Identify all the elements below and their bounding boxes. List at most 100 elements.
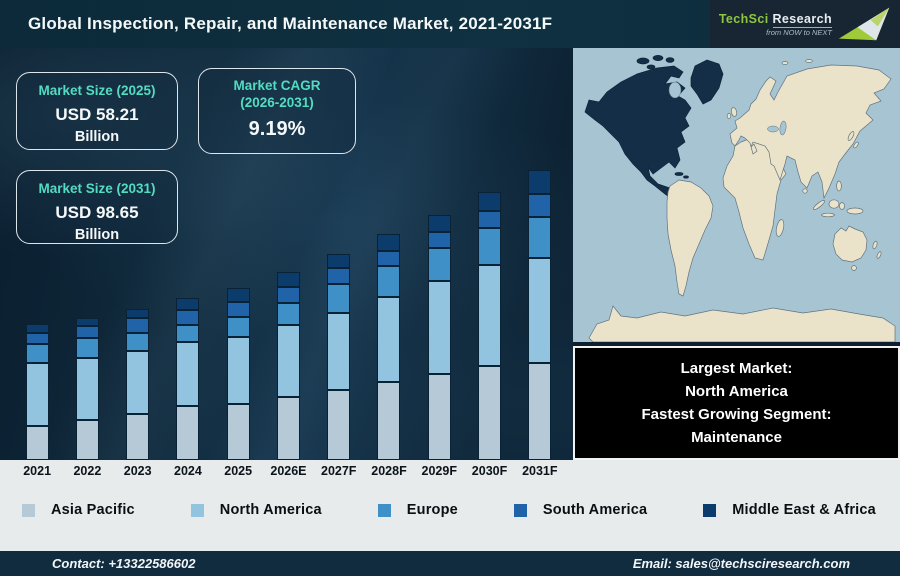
x-tick-2030f: 2030F	[471, 464, 508, 478]
bar-segment-asia-pacific	[478, 366, 502, 460]
legend-item-south-america: South America	[513, 502, 647, 518]
main-content: Market Size (2025) USD 58.21 Billion Mar…	[0, 48, 900, 460]
bar-segment-europe	[478, 228, 502, 265]
badge-market-cagr: Market CAGR (2026-2031) 9.19%	[198, 68, 356, 154]
bar-segment-europe	[327, 284, 351, 313]
bar-2030f	[464, 192, 514, 460]
highlight-line: Largest Market:	[680, 360, 793, 377]
x-tick-2022: 2022	[73, 464, 102, 478]
bar-segment-north-america	[427, 281, 451, 374]
map-island	[674, 172, 684, 176]
legend-swatch-middle-east-africa	[703, 503, 717, 517]
legend-swatch-europe	[377, 503, 391, 517]
bar-segment-asia-pacific	[226, 404, 250, 460]
map-island	[805, 59, 813, 63]
bar-segment-north-america	[528, 258, 552, 363]
market-highlight-box: Largest Market: North America Fastest Gr…	[573, 346, 900, 460]
bar-segment-middle-east-africa	[25, 324, 49, 333]
badge-value: USD 98.65	[55, 202, 139, 222]
chart-legend: Asia Pacific North America Europe South Ame…	[0, 484, 900, 518]
bar-segment-north-america	[377, 297, 401, 382]
badge-label: Market Size (2025)	[38, 83, 156, 98]
bar-segment-middle-east-africa	[478, 192, 502, 211]
world-map-svg	[573, 48, 900, 342]
x-tick-2027f: 2027F	[321, 464, 357, 478]
bar-segment-north-america	[25, 363, 49, 426]
bar-segment-asia-pacific	[327, 390, 351, 460]
bar-segment-europe	[427, 248, 451, 281]
map-sumatra	[812, 200, 826, 210]
bar-segment-middle-east-africa	[327, 254, 351, 268]
bar-2022	[62, 318, 112, 460]
map-new-zealand	[872, 240, 878, 250]
chart-panel: Market Size (2025) USD 58.21 Billion Mar…	[0, 48, 573, 460]
legend-item-north-america: North America	[190, 502, 322, 518]
bar-2031f	[515, 170, 565, 460]
map-britain	[730, 107, 738, 117]
map-sri-lanka	[802, 188, 808, 194]
map-island	[665, 57, 675, 63]
bar-segment-south-america	[327, 268, 351, 284]
bar-segment-europe	[25, 344, 49, 363]
bar-segment-north-america	[75, 358, 99, 420]
bar-2029f	[414, 215, 464, 460]
bar-2021	[12, 324, 62, 460]
bar-segment-europe	[377, 266, 401, 297]
logo-brand-primary: TechSci	[718, 11, 769, 26]
bar-segment-south-america	[75, 326, 99, 338]
badge-value: USD 58.21	[55, 104, 139, 124]
x-tick-2023: 2023	[123, 464, 152, 478]
bar-segment-europe	[75, 338, 99, 358]
legend-label: Asia Pacific	[51, 502, 135, 518]
map-hudson-bay	[668, 81, 682, 99]
bar-segment-south-america	[427, 232, 451, 248]
bar-segment-middle-east-africa	[176, 298, 200, 310]
legend-swatch-south-america	[513, 503, 527, 517]
badge-unit: Billion	[74, 128, 120, 145]
bar-2024	[163, 298, 213, 460]
bar-segment-south-america	[377, 251, 401, 266]
x-axis-labels: 2021 2022 2023 2024 2025 2026E 2027F 2028F 2029F…	[0, 460, 573, 484]
bar-segment-asia-pacific	[276, 397, 300, 460]
logo-tagline: from NOW to NEXT	[766, 27, 832, 37]
logo-brand-secondary: Research	[772, 11, 832, 28]
page-title: Global Inspection, Repair, and Maintenan…	[28, 14, 553, 33]
bar-segment-north-america	[176, 342, 200, 406]
bar-segment-middle-east-africa	[276, 272, 300, 287]
bar-segment-middle-east-africa	[126, 309, 150, 318]
bar-segment-middle-east-africa	[377, 234, 401, 251]
map-island	[683, 175, 689, 179]
bar-segment-south-america	[478, 211, 502, 228]
legend-swatch-north-america	[190, 503, 204, 517]
bar-segment-south-america	[276, 287, 300, 303]
badge-label: Market Size (2031)	[38, 181, 156, 196]
bar-segment-north-america	[327, 313, 351, 390]
badge-unit: Billion	[74, 226, 120, 243]
bar-2026e	[263, 272, 313, 460]
badge-market-size-2031: Market Size (2031) USD 98.65 Billion	[16, 170, 178, 244]
map-black-sea	[767, 125, 779, 133]
header-bar: Global Inspection, Repair, and Maintenan…	[0, 0, 900, 48]
footer-contact: Contact: +13322586602	[52, 556, 196, 571]
map-caspian-sea	[779, 120, 787, 136]
bar-segment-north-america	[276, 325, 300, 397]
map-japan	[847, 131, 855, 141]
x-tick-2031f: 2031F	[522, 464, 558, 478]
map-island	[646, 64, 656, 70]
map-new-guinea	[846, 207, 864, 215]
bar-segment-south-america	[25, 333, 49, 344]
bar-segment-middle-east-africa	[427, 215, 451, 232]
map-region-antarctica	[588, 305, 896, 342]
map-philippines	[836, 180, 842, 192]
bar-2027f	[314, 254, 364, 460]
right-panel: Largest Market: North America Fastest Gr…	[573, 48, 900, 460]
techsci-logo: TechSci Research from NOW to NEXT	[710, 0, 900, 48]
bar-2025	[213, 288, 263, 460]
legend-item-middle-east-africa: Middle East & Africa	[703, 502, 876, 518]
bar-segment-europe	[276, 303, 300, 325]
badge-market-size-2025: Market Size (2025) USD 58.21 Billion	[16, 72, 178, 150]
bar-segment-asia-pacific	[176, 406, 200, 460]
map-new-zealand	[876, 251, 882, 259]
map-ireland	[726, 113, 732, 119]
